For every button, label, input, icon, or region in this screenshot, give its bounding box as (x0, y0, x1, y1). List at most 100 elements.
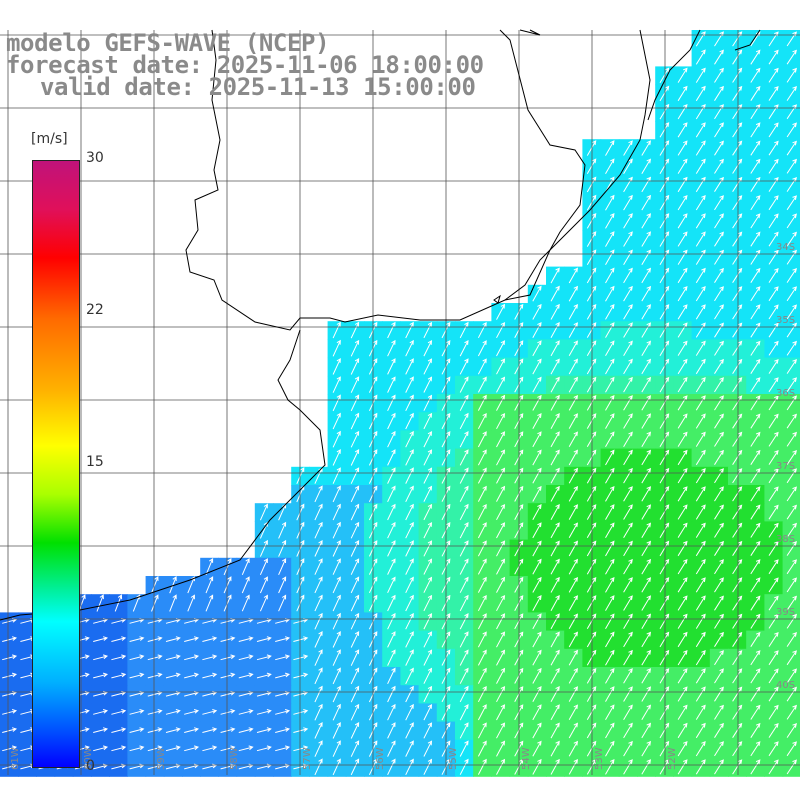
wind-arrow (496, 613, 506, 630)
wind-arrow (659, 304, 670, 320)
wind-arrow (568, 340, 579, 357)
wind-arrow (659, 631, 670, 648)
wind-arrow (623, 668, 633, 684)
wind-arrow (477, 431, 487, 448)
wind-arrow (586, 413, 597, 429)
wind-arrow (477, 613, 487, 630)
wind-arrow (405, 358, 414, 375)
wind-arrow (677, 686, 688, 702)
wind-arrow (459, 722, 469, 739)
wind-arrow (387, 649, 396, 666)
wind-arrow (677, 140, 688, 156)
wind-arrow (714, 559, 724, 575)
wind-arrow (768, 613, 779, 629)
wind-arrow (750, 140, 761, 156)
wind-arrow (714, 722, 724, 738)
wind-arrow (623, 522, 633, 538)
wind-arrow (586, 322, 597, 338)
wind-arrow (750, 231, 761, 247)
wind-arrow (550, 540, 560, 557)
wind-arrow (750, 195, 761, 211)
wind-arrow (605, 558, 615, 575)
wind-arrow (532, 595, 542, 611)
wind-arrow (387, 594, 396, 612)
wind-arrow (532, 576, 542, 593)
colorbar (32, 160, 80, 768)
wind-arrow (220, 672, 236, 679)
wind-arrow (314, 667, 323, 685)
wind-arrow (659, 176, 670, 193)
wind-arrow (387, 540, 396, 557)
wind-arrow (586, 704, 597, 721)
wind-arrow (532, 394, 542, 411)
wind-arrow (405, 758, 414, 776)
wind-arrow (423, 558, 433, 575)
wind-arrow (714, 49, 724, 65)
wind-arrow (641, 540, 652, 557)
wind-arrow (695, 67, 706, 83)
wind-arrow (220, 727, 236, 733)
wind-arrow (332, 485, 341, 503)
wind-arrow (405, 576, 414, 594)
wind-arrow (750, 540, 761, 556)
wind-arrow (165, 709, 181, 715)
wind-arrow (750, 741, 761, 757)
wind-arrow (714, 650, 724, 666)
wind-arrow (695, 504, 706, 520)
wind-arrow (768, 395, 779, 411)
wind-arrow (423, 467, 433, 484)
longitude-label: 55W (448, 747, 459, 770)
wind-arrow (786, 431, 797, 447)
wind-arrow (259, 558, 268, 576)
wind-arrow (332, 630, 341, 648)
wind-arrow (111, 654, 127, 661)
wind-arrow (695, 140, 706, 156)
wind-arrow (165, 727, 181, 733)
wind-arrow (350, 667, 360, 685)
wind-arrow (695, 668, 706, 684)
wind-arrow (623, 176, 633, 193)
wind-arrow (732, 686, 743, 702)
wind-arrow (129, 636, 145, 642)
wind-arrow (768, 450, 779, 465)
wind-arrow (586, 667, 597, 684)
wind-arrow (405, 339, 414, 357)
longitude-label: 60W (83, 747, 94, 770)
wind-arrow (568, 376, 579, 393)
wind-arrow (405, 321, 414, 339)
wind-arrow (732, 759, 743, 775)
wind-arrow (786, 195, 797, 211)
wind-arrow (550, 504, 560, 520)
wind-arrow (732, 377, 743, 393)
wind-arrow (623, 413, 633, 429)
wind-arrow (732, 67, 743, 83)
wind-arrow (256, 709, 272, 715)
wind-arrow (550, 704, 560, 721)
wind-arrow (93, 745, 109, 752)
wind-arrow (405, 503, 414, 521)
wind-arrow (623, 231, 633, 247)
wind-arrow (2, 745, 18, 752)
wind-arrow (623, 358, 633, 375)
wind-arrow (605, 504, 615, 520)
wind-arrow (405, 394, 414, 412)
wind-arrow (623, 285, 633, 302)
wind-arrow (786, 177, 797, 192)
wind-arrow (405, 703, 414, 721)
wind-arrow (387, 703, 396, 721)
wind-arrow (732, 195, 743, 211)
wind-arrow (695, 631, 706, 648)
wind-arrow (405, 540, 414, 557)
wind-arrow (568, 322, 579, 338)
wind-arrow (477, 467, 487, 484)
wind-arrow (714, 631, 724, 647)
wind-arrow (641, 449, 652, 466)
wind-arrow (677, 613, 688, 629)
wind-arrow (532, 504, 542, 520)
wind-arrow (695, 213, 706, 229)
wind-arrow (623, 486, 633, 502)
wind-arrow (641, 285, 652, 302)
wind-arrow (459, 467, 469, 484)
wind-arrow (165, 672, 181, 679)
